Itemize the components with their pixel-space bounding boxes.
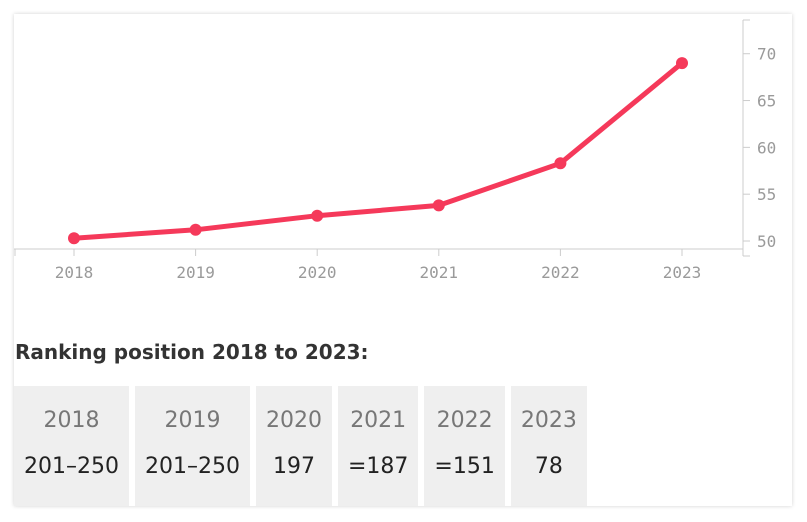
ranking-value: 197	[272, 454, 315, 479]
x-tick-label: 2023	[663, 263, 702, 282]
x-tick-label: 2019	[176, 263, 215, 282]
ranking-cell: 2018 201–250	[14, 386, 129, 506]
ranking-cell: 2019 201–250	[134, 386, 250, 506]
ranking-value: =187	[347, 454, 409, 479]
ranking-section-title: Ranking position 2018 to 2023:	[15, 340, 369, 364]
ranking-cell: 2023 78	[510, 386, 587, 506]
y-tick-label: 70	[757, 45, 776, 64]
data-point	[554, 157, 567, 170]
ranking-value: 78	[534, 454, 563, 479]
ranking-cell: 2021 =187	[337, 386, 419, 506]
data-point	[432, 199, 445, 212]
x-tick-label: 2022	[541, 263, 580, 282]
ranking-table: 2018 201–250 2019 201–250 2020 197 2021 =187 202…	[14, 386, 587, 506]
x-tick-label: 2021	[420, 263, 459, 282]
ranking-value: =151	[434, 454, 495, 479]
ranking-year: 2020	[265, 408, 322, 433]
x-tick-label: 2020	[298, 263, 337, 282]
data-point	[311, 209, 324, 222]
ranking-card: 2018 2019 2020 2021 2022 2023 50 55 60 65 70 Ranki…	[14, 14, 792, 506]
y-tick-label: 50	[757, 232, 776, 251]
ranking-year: 2022	[436, 408, 493, 433]
ranking-value: 201–250	[144, 454, 240, 479]
data-point	[68, 232, 80, 245]
ranking-cell: 2020 197	[255, 386, 332, 506]
ranking-score-chart: 2018 2019 2020 2021 2022 2023 50 55 60 65 70	[14, 19, 776, 282]
ranking-cell: 2022 =151	[424, 386, 505, 506]
x-tick-label: 2018	[55, 263, 94, 282]
series-line	[71, 60, 685, 241]
y-tick-label: 65	[757, 92, 776, 111]
data-point	[676, 57, 688, 70]
ranking-year: 2023	[520, 408, 577, 433]
ranking-year: 2019	[164, 408, 221, 433]
y-tick-label: 60	[757, 138, 776, 157]
ranking-value: 201–250	[24, 454, 119, 479]
y-tick-label: 55	[757, 185, 776, 204]
ranking-year: 2018	[43, 408, 100, 433]
ranking-year: 2021	[350, 408, 407, 433]
data-point	[189, 223, 202, 236]
